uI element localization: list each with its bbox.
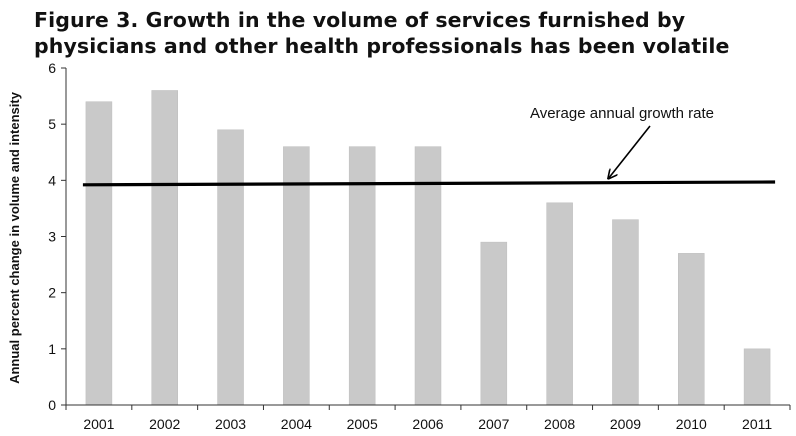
bar-2010 [678, 253, 705, 406]
x-tick-label: 2006 [412, 416, 443, 432]
x-tick-label: 2007 [478, 416, 509, 432]
bar-2002 [151, 90, 178, 406]
x-tick-label: 2004 [281, 416, 312, 432]
chart-title: Figure 3. Growth in the volume of servic… [34, 7, 774, 59]
annotation-arrow [609, 125, 651, 178]
bar-2006 [414, 146, 442, 406]
bar-2011 [743, 348, 771, 406]
y-tick-label: 6 [48, 60, 56, 76]
x-axis: 2001 2002 2003 2004 2005 2006 2007 2008 2009 2010… [65, 404, 791, 432]
y-tick-label: 4 [48, 172, 56, 188]
bar-2009 [612, 219, 639, 406]
y-axis: 0 1 2 3 4 5 6 [48, 60, 67, 413]
average-line-group: Average annual growth rate [82, 105, 776, 187]
x-tick-label: 2001 [83, 416, 114, 432]
chart-title-line-1: Figure 3. Growth in the volume of servic… [34, 8, 686, 32]
x-tick-label: 2005 [347, 416, 378, 432]
bar-2007 [480, 241, 508, 406]
y-tick-label: 1 [48, 341, 56, 357]
x-tick-label: 2003 [215, 416, 246, 432]
x-tick-label: 2011 [742, 416, 772, 432]
x-tick-label: 2002 [149, 416, 180, 432]
x-tick-label: 2008 [544, 416, 575, 432]
y-axis-title: Annual percent change in volume and inte… [7, 91, 22, 384]
average-growth-label: Average annual growth rate [530, 105, 714, 122]
bar-2004 [283, 146, 310, 406]
y-tick-label: 2 [48, 285, 56, 301]
x-tick-label: 2009 [610, 416, 641, 432]
bar-2001 [85, 101, 113, 406]
y-tick-label: 3 [48, 229, 56, 245]
y-tick-label: 0 [48, 397, 56, 413]
chart-title-line-2: physicians and other health professional… [34, 34, 730, 58]
bar-2008 [546, 202, 573, 406]
x-tick-label: 2010 [676, 416, 707, 432]
y-tick-label: 5 [48, 116, 56, 132]
bar-2003 [217, 129, 244, 406]
bars [85, 90, 771, 406]
average-growth-line [82, 180, 776, 187]
bar-2005 [348, 146, 376, 406]
